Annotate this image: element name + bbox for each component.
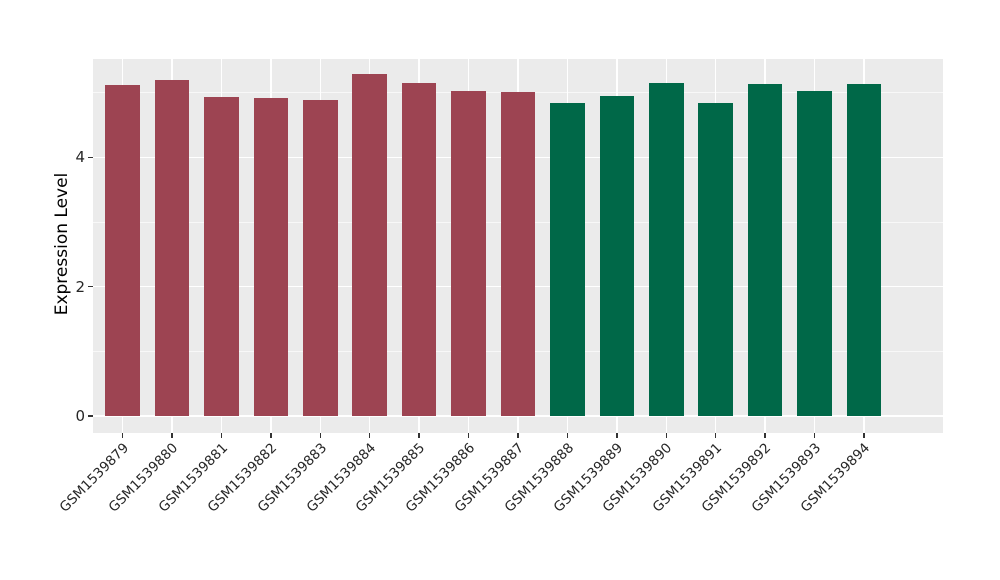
bar (451, 90, 486, 416)
x-tick-mark (863, 433, 865, 438)
x-tick-mark (171, 433, 173, 438)
x-tick-mark (517, 433, 519, 438)
x-tick-mark (813, 433, 816, 438)
y-tick-mark (88, 415, 93, 417)
y-tick-label: 4 (75, 148, 85, 167)
x-tick-mark (220, 433, 223, 438)
x-tick-mark (270, 433, 272, 438)
bar (352, 74, 388, 416)
bar (105, 85, 140, 416)
x-tick-mark (566, 433, 569, 438)
y-tick-mark (88, 156, 93, 159)
bar (698, 102, 733, 416)
bar (599, 96, 635, 416)
bar (747, 83, 783, 416)
bar (846, 83, 882, 416)
y-tick-label: 0 (75, 407, 85, 425)
x-tick-mark (319, 433, 322, 438)
x-tick-mark (616, 433, 618, 438)
y-tick-mark (88, 285, 93, 288)
bar (648, 82, 684, 416)
bar (154, 79, 190, 416)
x-tick-mark (121, 433, 124, 438)
bar (253, 98, 289, 416)
x-tick-mark (764, 433, 766, 438)
bar (500, 91, 536, 416)
x-tick-mark (714, 433, 717, 438)
bar (204, 97, 239, 416)
bar (401, 83, 437, 416)
bar (303, 99, 338, 416)
x-tick-mark (368, 433, 371, 438)
bar (550, 102, 585, 416)
x-tick-mark (665, 433, 667, 438)
plot-panel (93, 59, 943, 433)
y-tick-label: 2 (75, 277, 85, 296)
x-tick-mark (418, 433, 420, 438)
x-tick-mark (467, 433, 470, 438)
bar (797, 90, 832, 416)
